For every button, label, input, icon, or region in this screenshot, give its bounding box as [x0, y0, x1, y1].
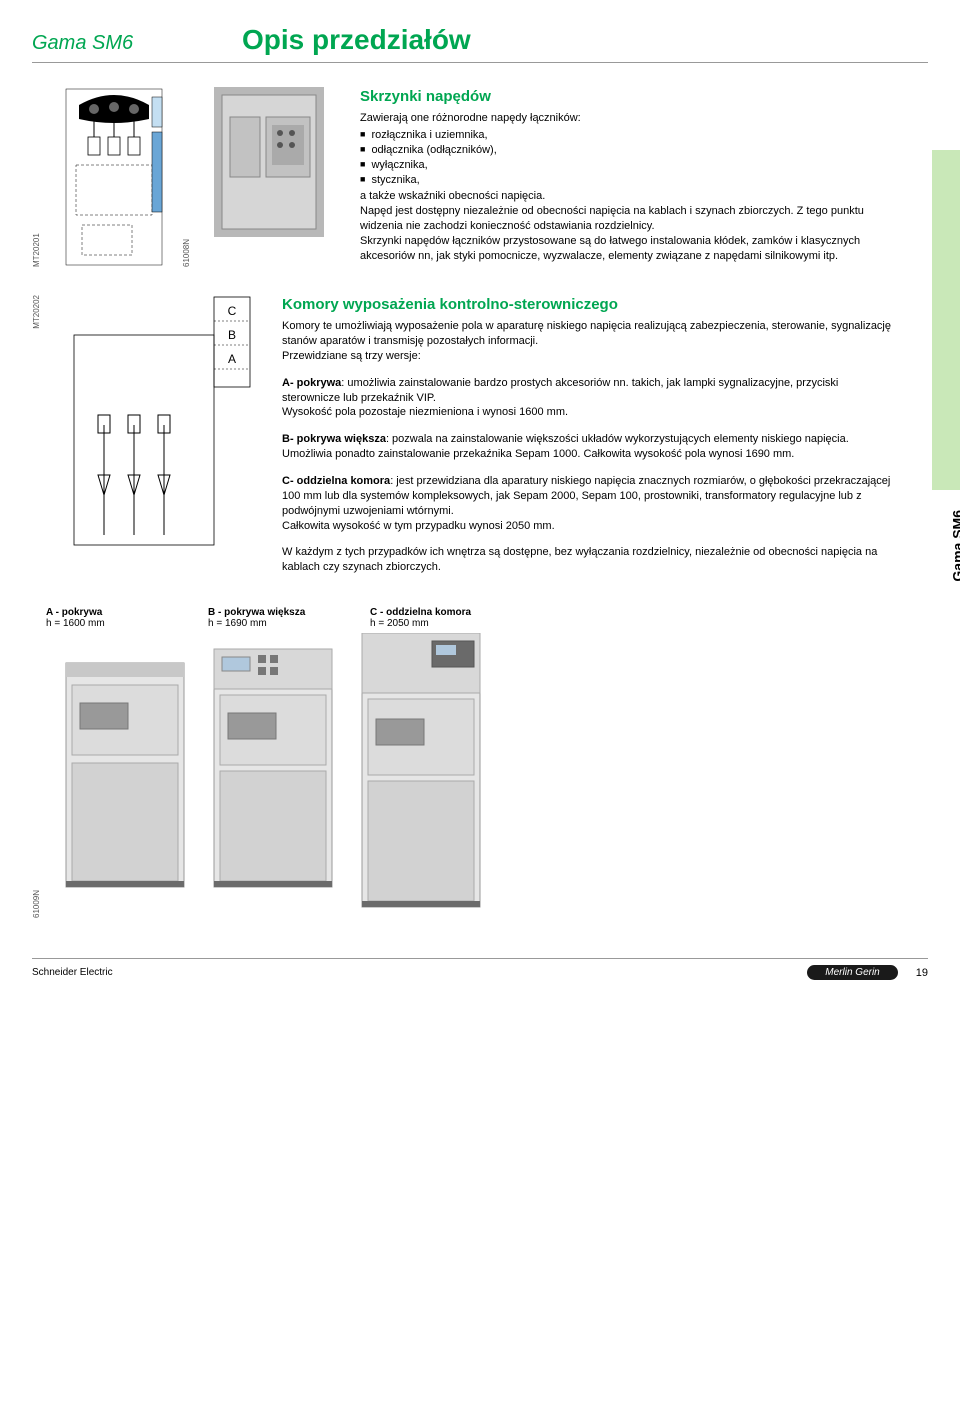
section1-para2: Napęd jest dostępny niezależnie od obecn…	[360, 204, 896, 234]
section1-title: Skrzynki napędów	[360, 87, 896, 107]
section2-closing: W każdym z tych przypadków ich wnętrza s…	[282, 545, 896, 575]
header-title: Opis przedziałów	[242, 24, 471, 56]
footer-page-number: 19	[916, 967, 928, 979]
section2-intro: Komory te umożliwiają wyposażenie pola w…	[282, 320, 891, 347]
section1-para3: Skrzynki napędów łączników przystosowane…	[360, 234, 896, 264]
optA-text2: Wysokość pola pozostaje niezmieniona i w…	[282, 406, 568, 418]
page-footer: Schneider Electric Merlin Gerin 19	[32, 958, 928, 980]
page-header: Gama SM6 Opis przedziałów	[32, 24, 928, 63]
cab-a-label: A - pokrywa	[46, 607, 102, 618]
section1-bullets: rozłącznika i uziemnika, odłącznika (odł…	[360, 128, 896, 187]
cab-c-label: C - oddzielna komora	[370, 607, 471, 618]
ref-cabinets: 61009N	[32, 638, 46, 918]
footer-logo: Merlin Gerin	[807, 965, 897, 980]
side-tab-label: Gama SM6	[950, 510, 960, 582]
svg-text:B: B	[228, 328, 236, 342]
list-item: stycznika,	[360, 173, 896, 188]
footer-brand: Schneider Electric	[32, 967, 113, 978]
cabinet-c	[356, 633, 486, 918]
list-item: rozłącznika i uziemnika,	[360, 128, 896, 143]
section2-intro2: Przewidziane są trzy wersje:	[282, 350, 421, 362]
header-series: Gama SM6	[32, 32, 242, 55]
cab-c-height: h = 2050 mm	[370, 618, 429, 629]
ref-photo-1: 61008N	[182, 87, 196, 267]
optA-lead: A- pokrywa	[282, 377, 341, 389]
svg-text:C: C	[228, 304, 237, 318]
schematic-diagram-2: C B A	[64, 295, 264, 560]
list-item: odłącznika (odłączników),	[360, 143, 896, 158]
cabinet-photo-1	[214, 87, 324, 237]
cab-b-label: B - pokrywa większa	[208, 607, 305, 618]
optA-text: : umożliwia zainstalowanie bardzo prosty…	[282, 377, 838, 404]
cab-b-height: h = 1690 mm	[208, 618, 267, 629]
cabinets-row	[60, 633, 486, 918]
section1-intro: Zawierają one różnorodne napędy łącznikó…	[360, 111, 896, 126]
schematic-diagram-1	[64, 87, 164, 267]
cabinet-a	[60, 633, 190, 918]
side-tab: Gama SM6	[932, 150, 960, 490]
section1-tail: a także wskaźniki obecności napięcia.	[360, 189, 896, 204]
svg-text:A: A	[228, 352, 236, 366]
cab-a-height: h = 1600 mm	[46, 618, 105, 629]
ref-diagram-2: MT20202	[32, 295, 46, 329]
optB-lead: B- pokrywa większa	[282, 433, 386, 445]
section2-title: Komory wyposażenia kontrolno-sterownicze…	[282, 295, 896, 315]
optC-lead: C- oddzielna komora	[282, 475, 390, 487]
cabinet-labels-row: A - pokrywa h = 1600 mm B - pokrywa więk…	[46, 607, 928, 629]
optC-text2: Całkowita wysokość w tym przypadku wynos…	[282, 520, 555, 532]
cabinet-b	[208, 633, 338, 918]
list-item: wyłącznika,	[360, 158, 896, 173]
ref-diagram-1: MT20201	[32, 87, 46, 267]
